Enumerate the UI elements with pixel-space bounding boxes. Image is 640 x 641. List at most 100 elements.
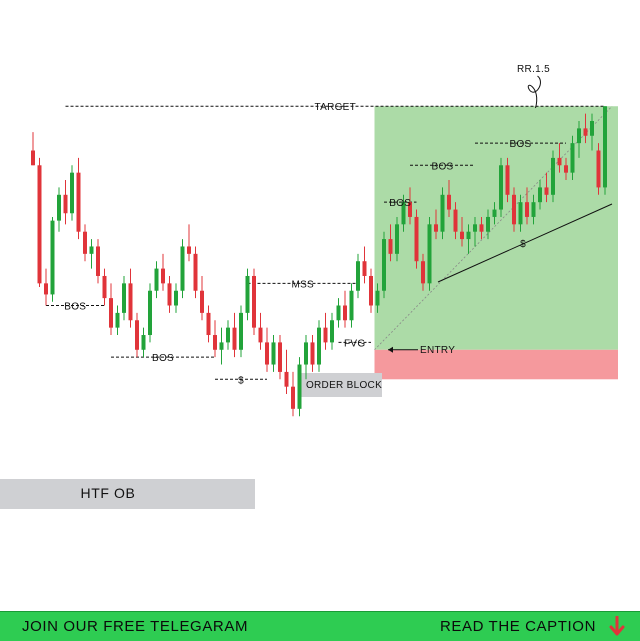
bos-low-label: BOS xyxy=(152,353,174,364)
candle-body xyxy=(258,327,263,343)
candle-body xyxy=(343,305,347,321)
candle-body xyxy=(135,320,139,350)
candle-body xyxy=(447,194,451,210)
candle-body xyxy=(375,290,380,306)
candle-body xyxy=(499,165,503,210)
footer-banner: JOIN OUR FREE TELEGARAM READ THE CAPTION xyxy=(0,611,640,641)
candle-body xyxy=(330,320,334,343)
order-block-label: ORDER BLOCK xyxy=(306,380,382,391)
trading-chart: TARGET RR.1.5 BOS BOS $ MSS FVG BOS BOS BOS ENTRY $… xyxy=(0,64,618,509)
candle-body xyxy=(141,335,146,350)
telegram-join-link[interactable]: JOIN OUR FREE TELEGARAM xyxy=(22,618,249,635)
rr-arrow-icon xyxy=(527,75,541,109)
liquidity-low-label: $ xyxy=(238,375,244,386)
candle-body xyxy=(187,246,191,254)
candle-body xyxy=(122,283,126,313)
candle-body xyxy=(512,194,516,225)
candle-body xyxy=(102,275,107,299)
candle-body xyxy=(421,261,425,284)
htf-ob-zone xyxy=(0,479,255,509)
liquidity-trendline-line xyxy=(437,203,613,283)
candle-body xyxy=(369,275,373,306)
candle-body xyxy=(31,150,35,166)
candle-body xyxy=(226,327,230,343)
rr-ratio-label: RR.1.5 xyxy=(517,64,550,75)
candle-body xyxy=(232,327,237,350)
candle-body xyxy=(518,202,523,225)
candle-body xyxy=(583,128,588,136)
bos-upper-right-label: BOS xyxy=(509,139,531,150)
candle-body xyxy=(70,172,74,214)
candle-body xyxy=(278,342,282,372)
candle-body xyxy=(76,172,81,232)
candle-body xyxy=(479,224,484,232)
candle-body xyxy=(414,216,419,262)
candle-body xyxy=(551,157,555,195)
candle-body xyxy=(453,209,458,232)
candle-body xyxy=(317,327,321,365)
candle-body xyxy=(473,224,477,232)
candle-body xyxy=(206,312,211,336)
entry-label: ENTRY xyxy=(420,345,455,356)
candle-body xyxy=(531,202,536,217)
rr-diagonal-line xyxy=(374,105,613,351)
entry-arrow-icon xyxy=(388,346,393,353)
candle-body xyxy=(89,246,94,254)
candle-body xyxy=(213,335,217,350)
candle-body xyxy=(83,231,87,254)
candle-body xyxy=(460,231,464,240)
candle-body xyxy=(388,239,393,254)
candles-layer xyxy=(31,106,607,417)
candle-body xyxy=(50,220,55,295)
candle-body xyxy=(265,342,269,365)
candle-body xyxy=(577,128,581,144)
candle-body xyxy=(323,327,328,343)
candle-body xyxy=(128,283,133,321)
liquidity-trendline-label: $ xyxy=(520,239,526,250)
candle-body xyxy=(109,298,113,328)
candle-body xyxy=(590,121,594,136)
candle-body xyxy=(115,312,120,328)
candle-body xyxy=(304,342,308,365)
candle-body xyxy=(245,275,250,313)
candle-body xyxy=(37,165,42,284)
candle-body xyxy=(57,194,61,221)
read-caption-text: READ THE CAPTION xyxy=(439,618,596,635)
candle-body xyxy=(219,342,224,350)
candle-body xyxy=(486,216,490,232)
bos-left-label: BOS xyxy=(64,302,86,313)
candle-body xyxy=(356,261,360,291)
candle-body xyxy=(180,246,185,291)
candle-body xyxy=(291,386,295,409)
candle-body xyxy=(174,290,178,306)
candle-body xyxy=(154,268,159,291)
annotation-lines-layer xyxy=(46,105,613,380)
candle-body xyxy=(427,224,432,284)
candle-body xyxy=(557,157,562,166)
candle-body xyxy=(252,275,256,328)
zones-layer xyxy=(0,105,618,509)
candle-body xyxy=(200,290,204,313)
order-block-zone xyxy=(298,373,382,397)
candle-body xyxy=(466,231,471,240)
candle-body xyxy=(44,283,48,295)
annotation-labels-layer: TARGET RR.1.5 BOS BOS $ MSS FVG BOS BOS BOS ENTRY $… xyxy=(64,64,550,501)
stop-zone xyxy=(374,349,618,380)
candle-body xyxy=(284,371,289,387)
candle-body xyxy=(193,253,198,291)
target-annotation-label: TARGET xyxy=(314,102,356,113)
candle-body xyxy=(362,261,367,276)
candle-body xyxy=(544,187,549,195)
candle-body xyxy=(336,305,341,321)
mss-annotation-label: MSS xyxy=(291,279,314,290)
candle-body xyxy=(434,224,438,232)
htf-ob-label: HTF OB xyxy=(81,485,136,501)
candle-body xyxy=(297,364,302,409)
bos-mid-label: BOS xyxy=(389,198,411,209)
candle-body xyxy=(96,246,100,276)
candle-body xyxy=(349,290,354,321)
candle-body xyxy=(538,187,542,203)
candle-body xyxy=(271,342,276,365)
candle-body xyxy=(167,283,172,306)
candle-body xyxy=(63,194,68,214)
